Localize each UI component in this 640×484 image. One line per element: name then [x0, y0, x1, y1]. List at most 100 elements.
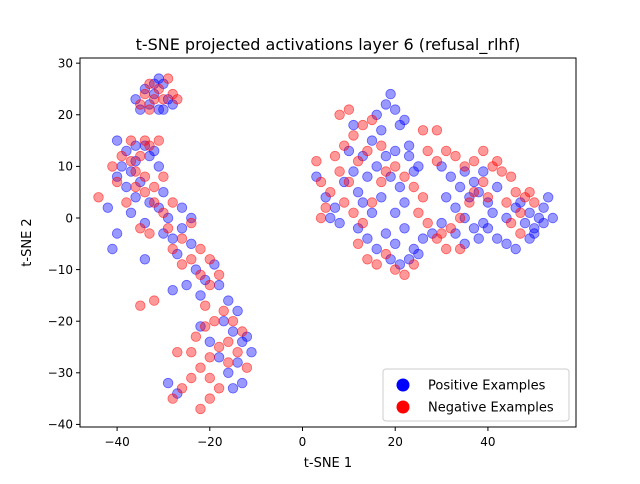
positive-point	[394, 119, 406, 131]
negative-point	[357, 119, 369, 131]
positive-point	[385, 88, 396, 100]
negative-point	[111, 176, 123, 188]
negative-point	[153, 83, 165, 95]
y-axis-label: t-SNE 2	[20, 218, 35, 266]
negative-point	[176, 233, 188, 244]
negative-point	[371, 259, 382, 270]
positive-point	[487, 207, 498, 219]
positive-point	[436, 217, 447, 229]
positive-point	[334, 217, 345, 229]
positive-point	[167, 285, 178, 296]
positive-point	[223, 367, 234, 379]
negative-point	[139, 88, 151, 100]
legend-label-positive: Positive Examples	[428, 379, 546, 394]
negative-point	[505, 217, 517, 229]
negative-point	[352, 238, 364, 250]
negative-point	[148, 94, 160, 105]
negative-point	[139, 186, 151, 198]
negative-point	[311, 155, 322, 167]
y-tick-label: −30	[48, 366, 73, 380]
negative-point	[130, 181, 141, 193]
negative-point	[482, 192, 494, 203]
negative-point	[236, 326, 248, 337]
positive-point	[139, 254, 151, 265]
positive-point	[454, 181, 466, 193]
negative-point	[325, 186, 336, 198]
negative-point	[529, 197, 540, 208]
negative-point	[130, 166, 141, 177]
negative-point	[172, 347, 183, 358]
positive-point	[158, 186, 169, 198]
negative-point	[450, 150, 461, 162]
positive-point	[403, 140, 415, 151]
y-axis: −40 −30 −20 −10 0 10 20 30	[48, 56, 80, 432]
positive-point	[213, 352, 225, 363]
negative-point	[144, 104, 155, 115]
legend-marker-positive	[396, 378, 410, 392]
negative-point	[186, 347, 197, 358]
positive-point	[227, 326, 239, 337]
positive-point	[246, 347, 257, 358]
negative-point	[153, 135, 165, 146]
negative-point	[158, 207, 169, 219]
positive-point	[158, 104, 169, 115]
positive-point	[501, 238, 512, 250]
negative-point	[195, 403, 206, 415]
negative-point	[162, 73, 174, 84]
negative-point	[408, 259, 420, 270]
positive-point	[450, 202, 461, 213]
negative-point	[167, 393, 178, 404]
negative-point	[148, 181, 160, 193]
positive-point	[390, 238, 401, 250]
positive-point	[236, 377, 248, 389]
positive-point	[362, 171, 373, 182]
negative-point	[339, 197, 350, 208]
positive-point	[204, 336, 216, 348]
negative-point	[454, 243, 466, 255]
negative-point	[413, 207, 424, 219]
positive-point	[153, 161, 165, 172]
positive-point	[380, 150, 392, 162]
positive-point	[107, 243, 118, 255]
positive-point	[380, 99, 392, 110]
negative-point	[186, 254, 197, 265]
positive-point	[357, 197, 369, 208]
negative-point	[436, 228, 447, 239]
negative-point	[348, 130, 359, 141]
negative-point	[510, 186, 521, 198]
negative-point	[408, 181, 420, 193]
negative-point	[186, 217, 197, 229]
positive-point	[232, 305, 243, 317]
negative-point	[144, 78, 155, 90]
negative-point	[116, 150, 127, 162]
plot-frame	[79, 57, 577, 428]
positive-point	[366, 135, 378, 146]
negative-point	[227, 316, 239, 327]
negative-point	[199, 321, 211, 332]
x-tick-label: −20	[197, 435, 222, 449]
negative-point	[380, 166, 392, 177]
negative-point	[209, 316, 220, 327]
y-tick-label: −20	[48, 315, 73, 329]
negative-point	[315, 212, 327, 224]
negative-point	[125, 135, 137, 146]
negative-point	[213, 383, 225, 394]
positive-point	[445, 171, 457, 182]
positive-point	[362, 233, 373, 244]
negative-point	[348, 207, 359, 219]
x-tick-label: 0	[299, 435, 307, 449]
negative-point	[339, 140, 350, 151]
negative-point	[366, 114, 378, 126]
negative-point	[334, 166, 345, 177]
negative-point	[186, 372, 197, 384]
negative-point	[232, 347, 243, 358]
positive-point	[352, 186, 364, 198]
positive-point	[102, 202, 114, 213]
positive-point	[348, 119, 359, 131]
positive-point	[162, 377, 174, 389]
negative-point	[445, 223, 457, 234]
positive-point	[413, 248, 424, 260]
positive-point	[348, 166, 359, 177]
positive-point	[186, 238, 197, 250]
